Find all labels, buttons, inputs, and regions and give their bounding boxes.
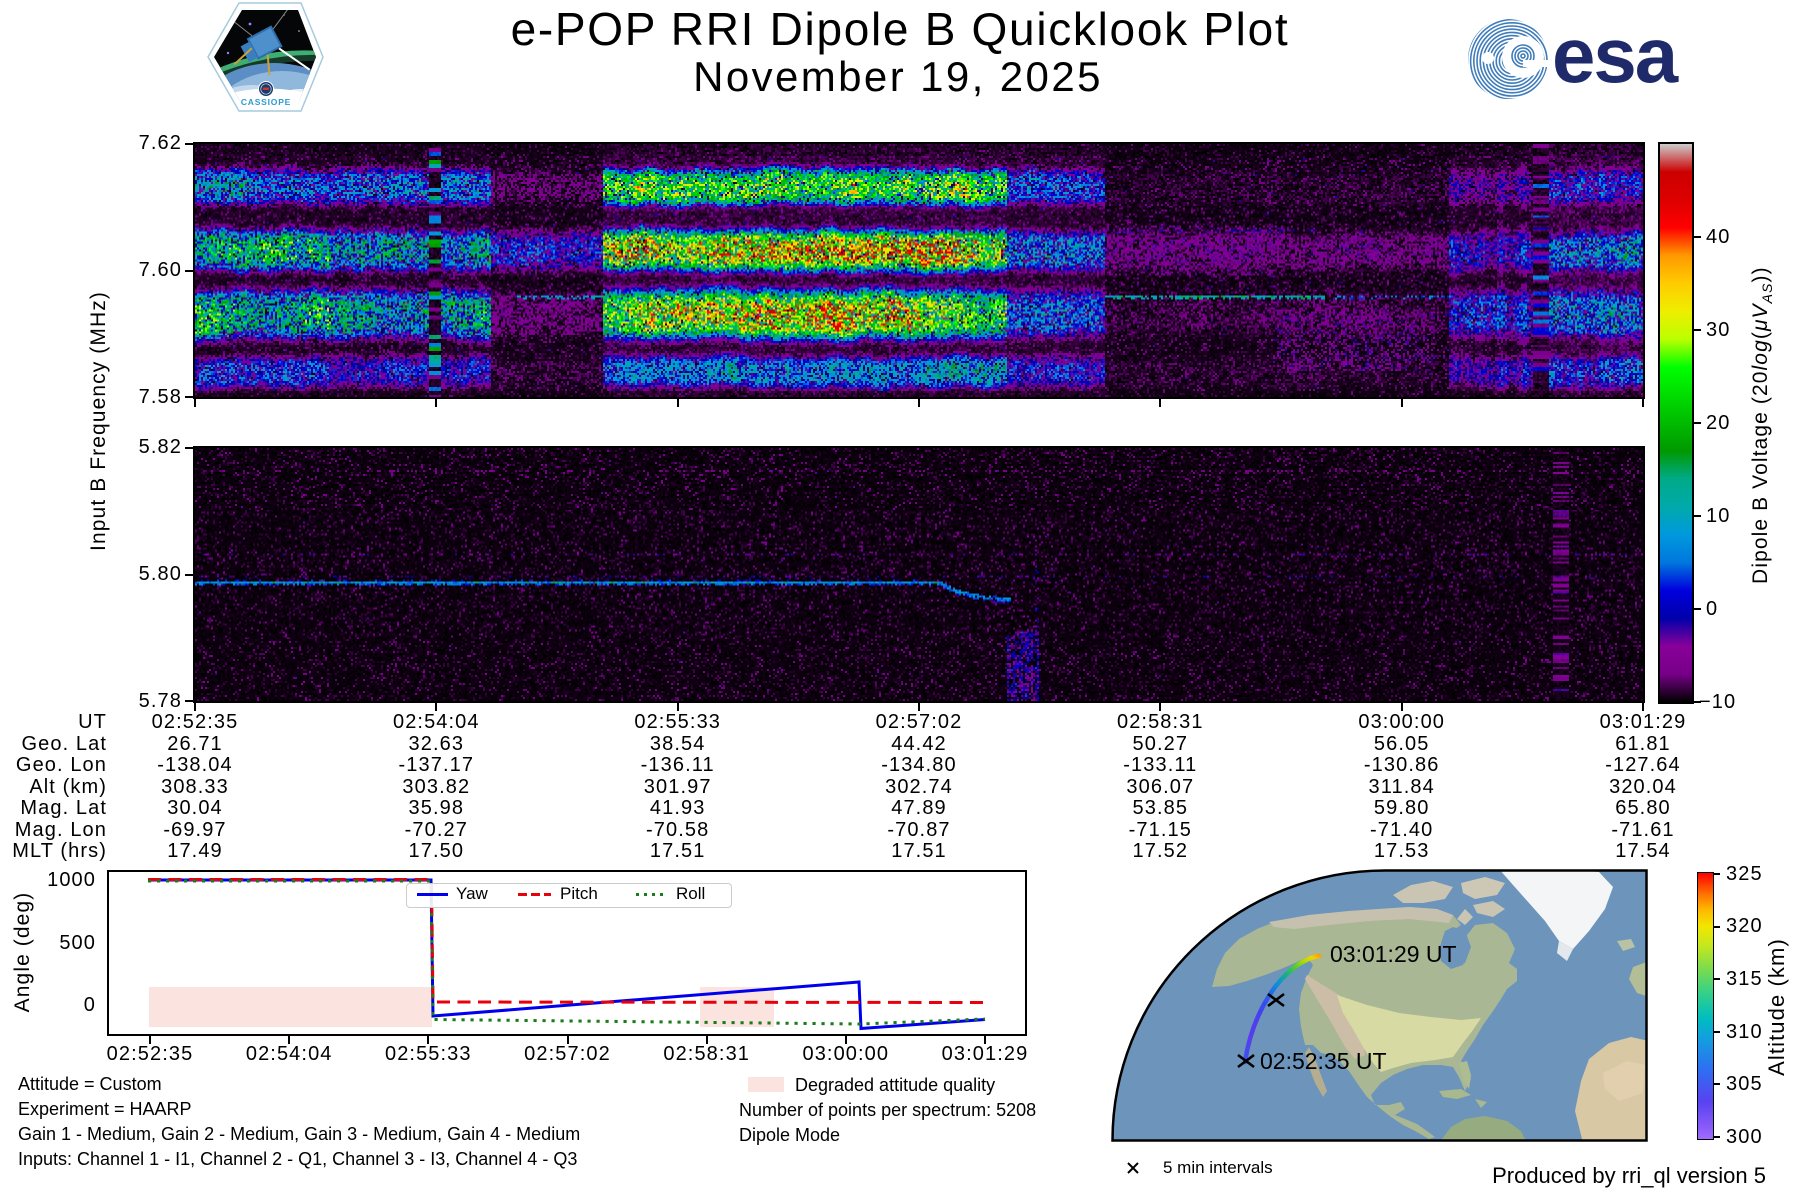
- svg-text:02:52:35 UT: 02:52:35 UT: [1260, 1048, 1387, 1074]
- svg-text:CASSIOPE: CASSIOPE: [241, 97, 291, 107]
- svg-text:esa: esa: [1552, 14, 1679, 99]
- svg-text:03:01:29 UT: 03:01:29 UT: [1330, 941, 1457, 967]
